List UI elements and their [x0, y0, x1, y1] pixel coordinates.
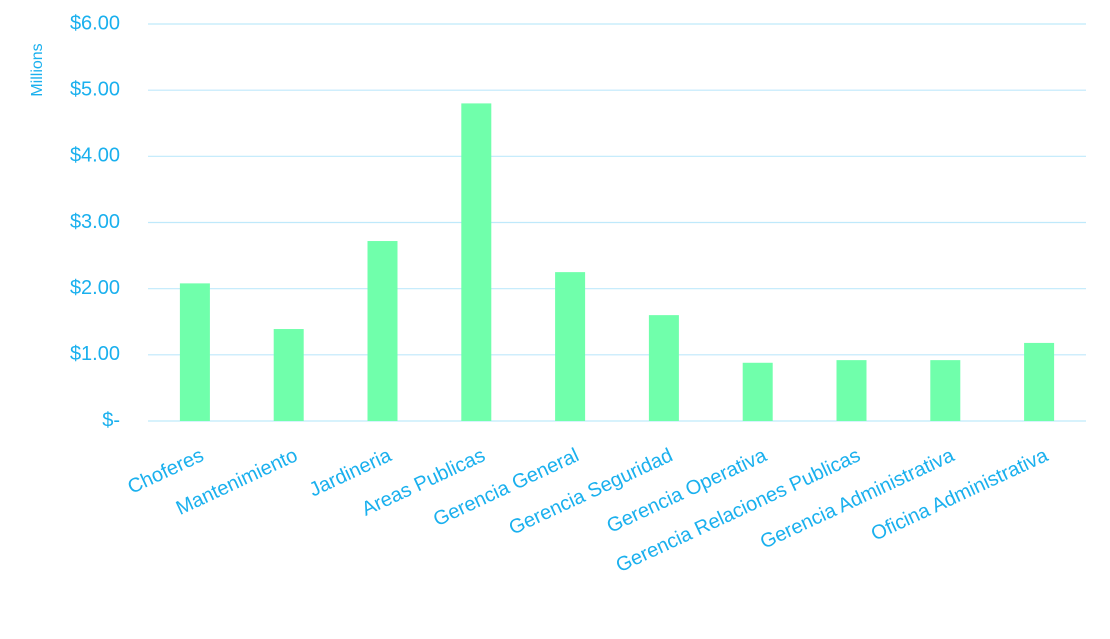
- bar: [648, 315, 679, 421]
- bar: [930, 360, 961, 421]
- y-tick-label: $1.00: [70, 343, 120, 365]
- y-tick-label: $4.00: [70, 145, 120, 167]
- y-tick-label: $-: [102, 409, 120, 431]
- bar: [555, 272, 586, 421]
- bar: [836, 360, 867, 421]
- y-tick-label: $3.00: [70, 211, 120, 233]
- y-tick-label: $6.00: [70, 12, 120, 34]
- bar: [461, 103, 492, 422]
- bar: [367, 241, 398, 421]
- y-tick-label: $5.00: [70, 78, 120, 100]
- bar: [1024, 342, 1055, 421]
- x-tick-label: Oficina Administrativa: [868, 444, 1052, 546]
- y-axis-title: Millions: [29, 43, 46, 96]
- y-tick-label: $2.00: [70, 277, 120, 299]
- bar: [742, 362, 773, 421]
- x-tick-label: Gerencia Seguridad: [506, 444, 677, 539]
- bar: [179, 283, 210, 421]
- bar: [273, 329, 304, 421]
